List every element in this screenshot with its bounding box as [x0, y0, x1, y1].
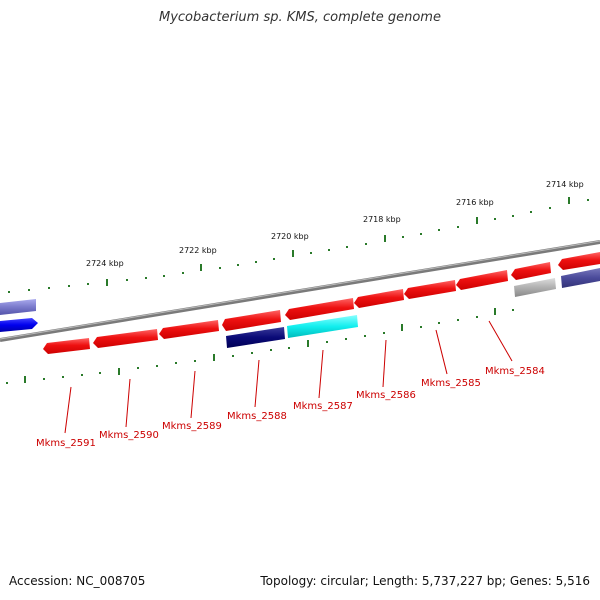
- gene-arrow-mkms-2591[interactable]: [43, 338, 90, 354]
- gene-label-mkms-2589[interactable]: Mkms_2589: [162, 421, 222, 432]
- gene-arrow[interactable]: [558, 252, 600, 270]
- gene-arrow[interactable]: [222, 310, 281, 331]
- gene-arrow-mkms-2589[interactable]: [159, 320, 219, 339]
- gene-label-mkms-2590[interactable]: Mkms_2590: [99, 430, 159, 441]
- gene-arrow[interactable]: [0, 299, 36, 315]
- scale-label-2718: 2718 kbp: [363, 215, 401, 224]
- gene-label-mkms-2588[interactable]: Mkms_2588: [227, 411, 287, 422]
- gene-label-mkms-2586[interactable]: Mkms_2586: [356, 390, 416, 401]
- gene-arrow[interactable]: [0, 318, 38, 332]
- gene-arrow[interactable]: [456, 270, 508, 290]
- outer-scale-ticks: [8, 197, 589, 293]
- genome-summary-text: Topology: circular; Length: 5,737,227 bp…: [260, 574, 590, 588]
- genome-backbone: [0, 240, 600, 342]
- gene-arrow[interactable]: [354, 289, 404, 308]
- scale-label-2720: 2720 kbp: [271, 232, 309, 241]
- gene-label-mkms-2591[interactable]: Mkms_2591: [36, 438, 96, 449]
- gene-label-mkms-2585[interactable]: Mkms_2585: [421, 378, 481, 389]
- gene-label-mkms-2587[interactable]: Mkms_2587: [293, 401, 353, 412]
- gene-arrow[interactable]: [285, 298, 354, 320]
- genome-backbone-highlight: [0, 240, 600, 340]
- gene-arrow-mkms-2587[interactable]: [287, 315, 358, 338]
- scale-label-2714: 2714 kbp: [546, 180, 584, 189]
- gene-leader-lines: [64, 320, 513, 434]
- map-title: Mycobacterium sp. KMS, complete genome: [159, 10, 441, 25]
- scale-label-2722: 2722 kbp: [179, 246, 217, 255]
- gene-arrow[interactable]: [514, 278, 556, 297]
- scale-label-2724: 2724 kbp: [86, 259, 124, 268]
- plus-strand-genes: [0, 252, 600, 332]
- gene-arrow-mkms-2590[interactable]: [93, 329, 158, 348]
- inner-scale-ticks: [6, 308, 514, 384]
- gene-arrow[interactable]: [561, 268, 600, 288]
- gene-arrow[interactable]: [404, 280, 456, 299]
- accession-text: Accession: NC_008705: [9, 574, 146, 588]
- scale-label-2716: 2716 kbp: [456, 198, 494, 207]
- gene-arrow[interactable]: [511, 262, 551, 280]
- gene-label-mkms-2584[interactable]: Mkms_2584: [485, 366, 545, 377]
- gene-arrow-mkms-2588[interactable]: [226, 327, 285, 348]
- minus-strand-genes: [43, 268, 600, 354]
